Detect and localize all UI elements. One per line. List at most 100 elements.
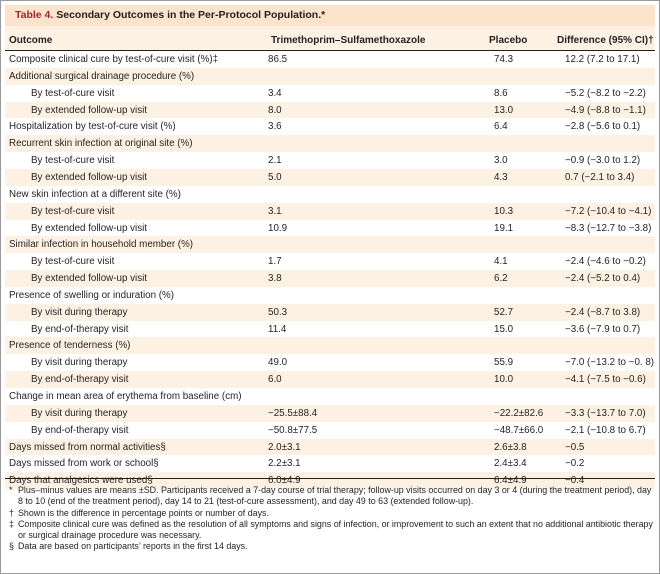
cell-outcome: By test-of-cure visit (31, 87, 115, 99)
cell-placebo: 10.0 (494, 374, 514, 386)
cell-difference: −3.6 (−7.9 to 0.7) (565, 323, 641, 335)
cell-outcome: By test-of-cure visit (31, 155, 115, 167)
table-row: Days missed from normal activities§ 2.0±3… (5, 438, 655, 457)
cell-tmp-smx: 11.4 (268, 323, 287, 335)
cell-outcome: By end-of-therapy visit (31, 374, 129, 386)
cell-placebo: 2.4±3.4 (494, 458, 527, 470)
table-title-text: Secondary Outcomes in the Per-Protocol P… (56, 9, 326, 21)
footnotes: * Plus–minus values are means ±SD. Partic… (9, 485, 653, 553)
cell-difference: −2.1 (−10.8 to 6.7) (565, 424, 646, 436)
cell-placebo: 55.9 (494, 357, 514, 369)
cell-outcome: Days missed from work or school§ (9, 458, 159, 470)
cell-tmp-smx: 50.3 (268, 306, 288, 318)
table-header: Outcome Trimethoprim–Sulfamethoxazole Pl… (5, 26, 655, 51)
table-row: By end-of-therapy visit −50.8±77.5 −48.7±6… (5, 421, 655, 440)
cell-tmp-smx: 49.0 (268, 357, 288, 369)
cell-placebo: 4.3 (494, 171, 508, 183)
table-row: By test-of-cure visit 3.4 8.6 −5.2 (−8.2 to… (5, 84, 655, 103)
table-label: Table 4. (15, 9, 54, 21)
footnote-mark: § (9, 541, 14, 552)
column-header-placebo: Placebo (489, 35, 528, 46)
table-row: By extended follow-up visit 5.0 4.3 0.7 (−2… (5, 168, 655, 188)
cell-tmp-smx: 2.0±3.1 (268, 441, 301, 453)
table-row: Days missed from work or school§ 2.2±3.1 2… (5, 455, 655, 474)
cell-tmp-smx: 3.4 (268, 87, 282, 99)
table-row: New skin infection at a different site (… (5, 185, 655, 204)
cell-difference: −4.1 (−7.5 to −0.6) (565, 374, 646, 386)
cell-tmp-smx: −50.8±77.5 (268, 424, 318, 436)
column-header-tmp-smx: Trimethoprim–Sulfamethoxazole (271, 35, 426, 46)
footnote: * Plus–minus values are means ±SD. Partic… (9, 485, 653, 508)
cell-outcome: By end-of-therapy visit (31, 424, 129, 436)
cell-difference: 0.7 (−2.1 to 3.4) (565, 171, 635, 183)
table-row: By test-of-cure visit 1.7 4.1 −2.4 (−4.6 to… (5, 253, 655, 272)
cell-placebo: 74.3 (494, 54, 514, 65)
table-row: By extended follow-up visit 8.0 13.0 −4.9 (… (5, 101, 655, 120)
table-row: By end-of-therapy visit 6.0 10.0 −4.1 (−7.5… (5, 371, 655, 390)
cell-placebo: 6.4 (494, 121, 508, 133)
cell-difference: −0.4 (565, 475, 585, 487)
cell-tmp-smx: 6.0 (268, 374, 282, 386)
cell-placebo: 15.0 (494, 323, 514, 335)
table-row: By test-of-cure visit 2.1 3.0 −0.9 (−3.0 to… (5, 152, 655, 171)
cell-placebo: 19.1 (494, 222, 514, 234)
cell-outcome: By extended follow-up visit (31, 104, 147, 116)
cell-outcome: Presence of tenderness (%) (9, 340, 131, 352)
cell-outcome: By extended follow-up visit (31, 273, 147, 285)
table-row: By visit during therapy 49.0 55.9 −7.0 (−13… (5, 354, 655, 373)
cell-outcome: Change in mean area of erythema from bas… (9, 391, 242, 402)
cell-difference: −2.4 (−5.2 to 0.4) (565, 273, 641, 285)
cell-tmp-smx: 1.7 (268, 256, 282, 268)
footnote: † Shown is the difference in percentage p… (9, 508, 653, 519)
table-row: Change in mean area of erythema from bas… (5, 388, 655, 407)
table-row: Days that analgesics were used§ 6.0±4.9 6.… (5, 472, 655, 491)
cell-placebo: 8.6 (494, 87, 508, 99)
cell-difference: −7.0 (−13.2 to −0. 8) (565, 357, 655, 369)
cell-difference: −3.3 (−13.7 to 7.0) (565, 407, 646, 419)
cell-tmp-smx: 86.5 (268, 54, 288, 65)
table-row: Presence of tenderness (%) (5, 337, 655, 356)
cell-difference: −2.4 (−8.7 to 3.8) (565, 306, 641, 318)
table-row: By end-of-therapy visit 11.4 15.0 −3.6 (−7.… (5, 320, 655, 339)
column-header-outcome: Outcome (9, 35, 53, 46)
table-row: By test-of-cure visit 3.1 10.3 −7.2 (−10.4 … (5, 202, 655, 221)
table-row: Presence of swelling or induration (%) (5, 286, 655, 305)
cell-difference: −2.4 (−4.6 to −0.2) (565, 256, 646, 268)
footnote-text: Plus–minus values are means ±SD. Partici… (18, 485, 652, 507)
table-row: By extended follow-up visit 10.9 19.1 −8.3 … (5, 219, 655, 238)
table-row: Additional surgical drainage procedure (… (5, 67, 655, 86)
title-bar: Table 4. Secondary Outcomes in the Per-P… (5, 5, 655, 27)
footnote-text: Data are based on participants’ reports … (18, 541, 248, 552)
cell-placebo: −48.7±66.0 (494, 424, 544, 436)
cell-outcome: By extended follow-up visit (31, 222, 147, 234)
cell-outcome: By visit during therapy (31, 306, 128, 318)
cell-placebo: 6.2 (494, 273, 508, 285)
cell-outcome: New skin infection at a different site (… (9, 188, 181, 200)
column-header-difference: Difference (95% CI)† (557, 35, 654, 46)
cell-difference: −8.3 (−12.7 to −3.8) (565, 222, 652, 234)
footnote-mark: † (9, 507, 14, 518)
cell-difference: −4.9 (−8.8 to −1.1) (565, 104, 646, 116)
cell-tmp-smx: 2.1 (268, 155, 282, 167)
cell-placebo: 6.4±4.9 (494, 475, 527, 487)
cell-outcome: Similar infection in household member (%… (9, 239, 194, 251)
table-row: Recurrent skin infection at original sit… (5, 135, 655, 154)
cell-tmp-smx: 10.9 (268, 222, 288, 234)
footnote-mark: ‡ (9, 518, 14, 529)
cell-difference: −7.2 (−10.4 to −4.1) (565, 205, 652, 217)
cell-placebo: 4.1 (494, 256, 508, 268)
cell-placebo: 13.0 (494, 104, 514, 116)
table-row: Similar infection in household member (%… (5, 236, 655, 255)
cell-difference: −5.2 (−8.2 to −2.2) (565, 87, 646, 99)
cell-placebo: 10.3 (494, 205, 514, 217)
footnote-text: Shown is the difference in percentage po… (18, 507, 269, 518)
cell-outcome: Composite clinical cure by test-of-cure … (9, 54, 219, 65)
cell-placebo: 3.0 (494, 155, 508, 167)
cell-outcome: By visit during therapy (31, 357, 128, 369)
cell-outcome: Additional surgical drainage procedure (… (9, 70, 195, 82)
cell-tmp-smx: 3.8 (268, 273, 282, 285)
footnote-text: Composite clinical cure was defined as t… (18, 518, 653, 541)
cell-outcome: By test-of-cure visit (31, 205, 115, 217)
cell-outcome: Days that analgesics were used§ (9, 475, 153, 487)
